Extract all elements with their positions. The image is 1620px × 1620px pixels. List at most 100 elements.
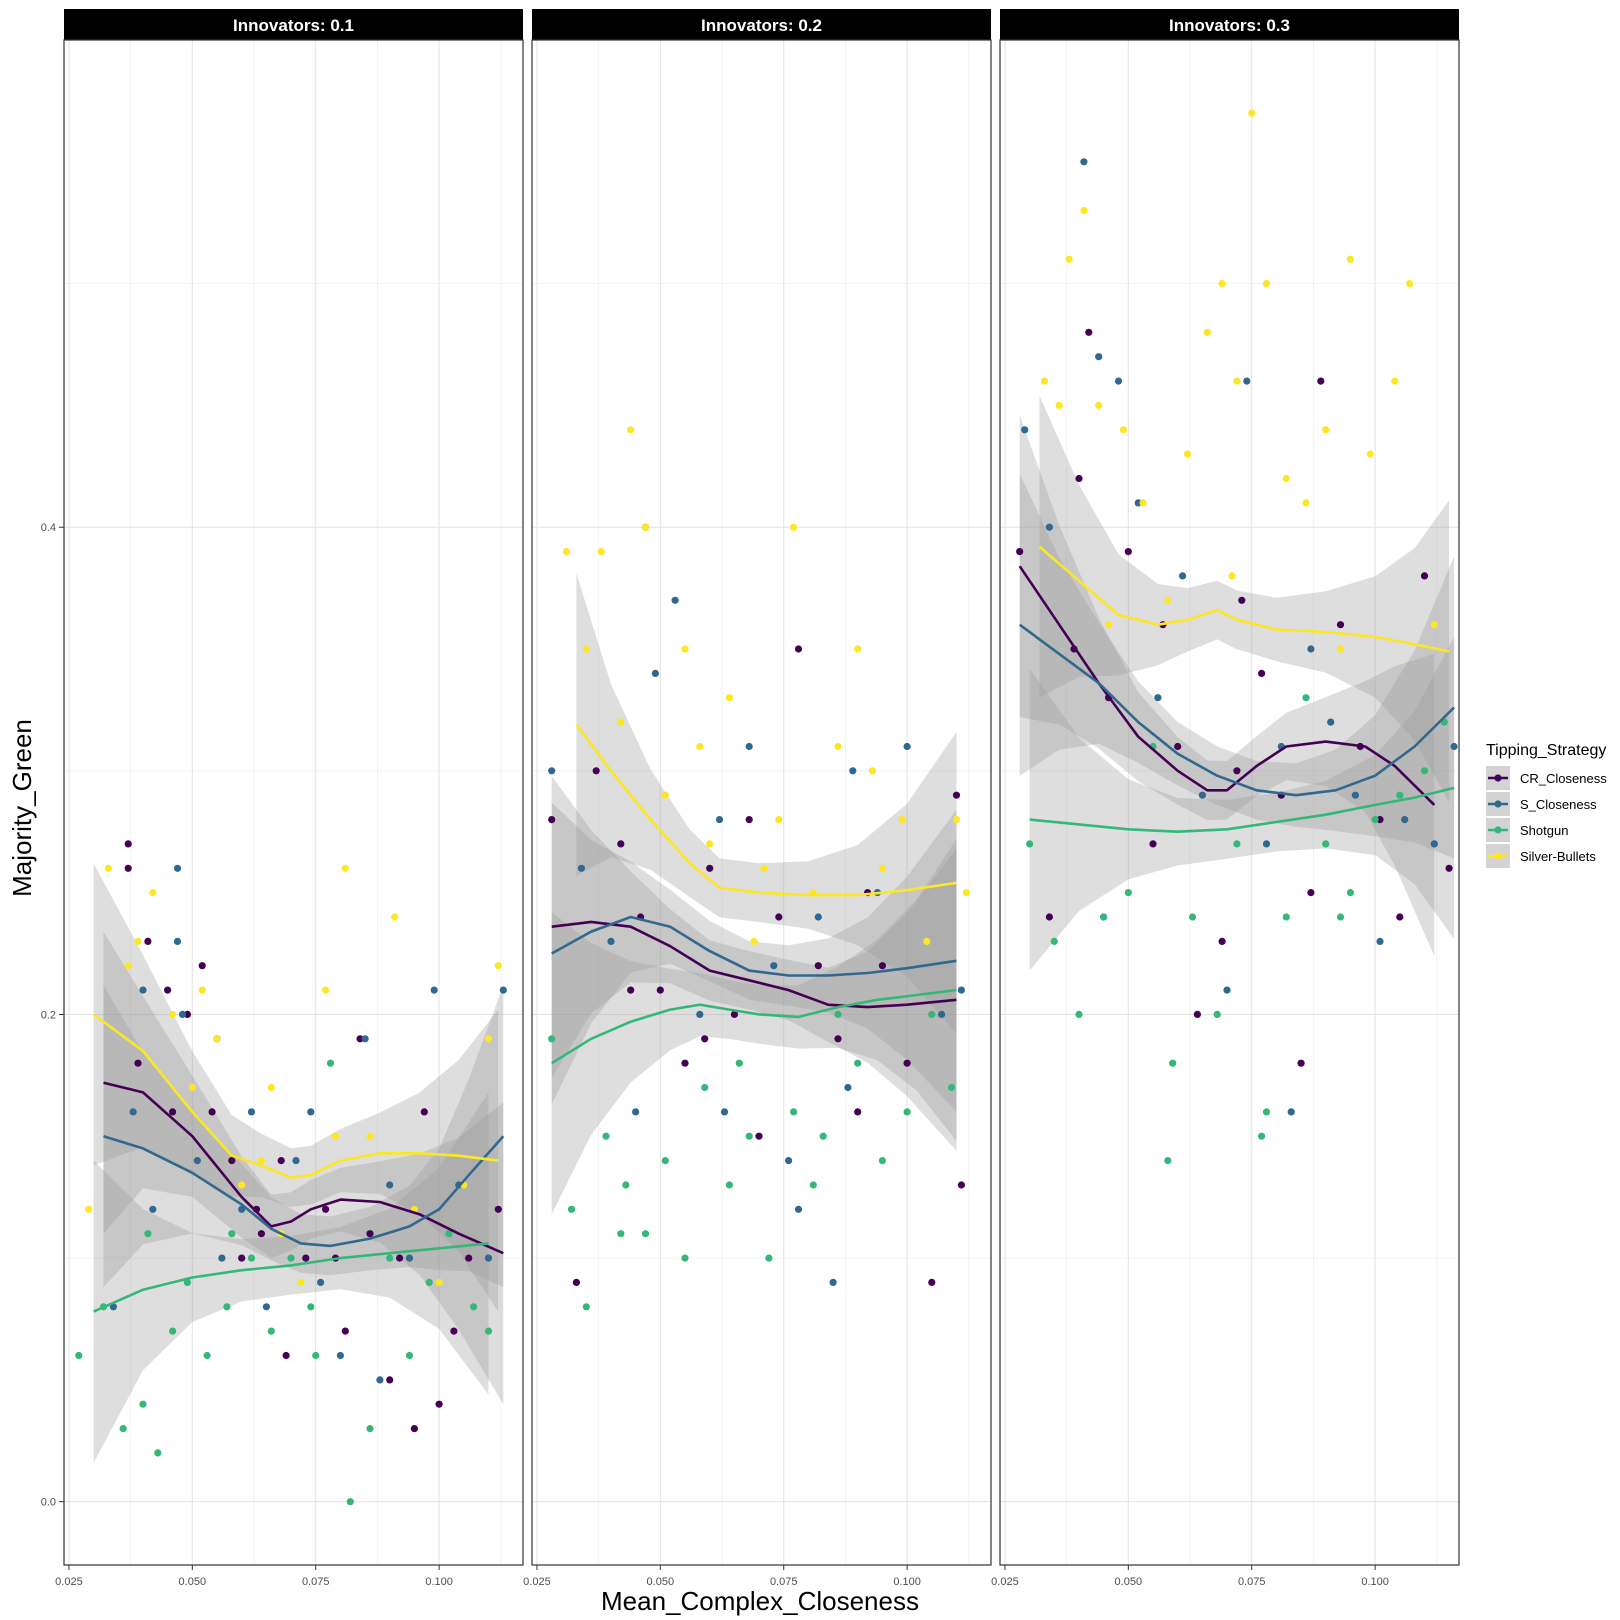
data-point	[297, 1278, 305, 1286]
data-point	[336, 1351, 344, 1360]
legend-key-point	[1494, 826, 1502, 834]
data-point	[134, 937, 142, 946]
data-point	[198, 986, 206, 994]
data-point	[834, 1035, 842, 1043]
smooth-line	[1018, 623, 1456, 797]
y-tick-label: 0.4	[41, 522, 56, 534]
data-point	[1105, 621, 1113, 629]
data-point	[617, 718, 625, 726]
data-point	[597, 548, 605, 556]
data-point	[1243, 377, 1251, 385]
data-point	[720, 1108, 729, 1116]
data-point	[257, 1230, 265, 1238]
data-point	[962, 889, 970, 897]
data-point	[627, 986, 635, 994]
data-point	[641, 523, 650, 531]
data-point	[302, 1254, 310, 1262]
x-tick-label: 0.075	[1238, 1576, 1266, 1588]
data-point	[307, 1303, 315, 1311]
data-point	[661, 1157, 669, 1165]
facet-panels: Innovators: 0.1 0.025 0.050 0.075 0.100 0.0 0.…	[41, 9, 1460, 1588]
data-point	[326, 1059, 335, 1067]
data-point	[775, 913, 783, 921]
data-point	[849, 767, 857, 775]
data-point	[671, 596, 679, 604]
data-point	[938, 1010, 946, 1019]
data-point	[1371, 816, 1379, 824]
data-point	[1080, 158, 1088, 166]
data-point	[173, 864, 182, 872]
data-point	[602, 1132, 610, 1140]
data-point	[238, 1254, 246, 1262]
data-point	[134, 1059, 142, 1067]
legend-key-point	[1494, 774, 1502, 782]
data-point	[1198, 791, 1206, 799]
data-point	[366, 1132, 374, 1140]
data-point	[85, 1205, 93, 1213]
data-point	[322, 1205, 330, 1213]
data-point	[1396, 913, 1404, 921]
data-point	[952, 791, 961, 799]
data-point	[878, 1157, 887, 1165]
data-point	[1174, 742, 1182, 751]
data-point	[430, 986, 438, 994]
x-tick-label: 0.050	[1115, 1576, 1143, 1588]
series-points	[75, 1059, 493, 1506]
data-point	[656, 986, 664, 994]
data-point	[706, 840, 714, 848]
data-point	[868, 767, 877, 775]
data-point	[405, 1254, 414, 1262]
data-point	[1336, 913, 1345, 921]
data-point	[878, 864, 887, 872]
data-point	[1228, 572, 1236, 580]
data-point	[396, 1254, 404, 1262]
series-points	[548, 1010, 956, 1311]
smooth-line	[551, 920, 957, 1009]
data-point	[1149, 840, 1157, 848]
data-point	[1085, 328, 1093, 336]
series-points	[548, 645, 966, 1286]
data-point	[651, 669, 660, 678]
series-points	[1016, 328, 1453, 1067]
data-point	[247, 1108, 256, 1116]
data-point	[484, 1035, 493, 1043]
data-point	[1420, 767, 1429, 775]
panel-border	[531, 39, 992, 1566]
data-point	[164, 986, 172, 994]
data-point	[548, 767, 556, 775]
facet-strip	[64, 9, 523, 40]
legend-label: Shotgun	[1520, 823, 1568, 838]
smooth-line	[551, 915, 957, 977]
data-point	[548, 1035, 556, 1043]
data-point	[139, 1400, 147, 1408]
data-point	[193, 1157, 201, 1165]
data-point	[178, 1010, 187, 1019]
panel-border	[999, 39, 1460, 1566]
data-point	[188, 1083, 196, 1092]
data-point	[267, 1083, 275, 1092]
data-point	[1287, 1108, 1295, 1116]
x-tick-label: 0.100	[425, 1576, 453, 1588]
data-point	[622, 1181, 630, 1189]
data-point	[1233, 840, 1241, 848]
data-point	[617, 1230, 625, 1238]
confidence-band	[93, 1092, 489, 1463]
confidence-band	[551, 775, 957, 1151]
data-point	[814, 962, 822, 970]
data-point	[1203, 328, 1211, 336]
gridlines	[532, 40, 991, 1565]
data-point	[410, 1425, 418, 1433]
data-point	[701, 1035, 709, 1043]
data-point	[1317, 377, 1325, 385]
data-point	[322, 986, 330, 994]
legend-title: Tipping_Strategy	[1486, 742, 1606, 759]
confidence-band	[93, 863, 499, 1312]
data-point	[144, 1230, 152, 1238]
data-point	[923, 937, 931, 946]
data-point	[149, 889, 157, 897]
data-point	[346, 1498, 354, 1506]
legend-key-point	[1494, 852, 1502, 860]
data-point	[681, 645, 689, 653]
data-point	[681, 1254, 689, 1262]
x-tick-label: 0.100	[893, 1576, 921, 1588]
